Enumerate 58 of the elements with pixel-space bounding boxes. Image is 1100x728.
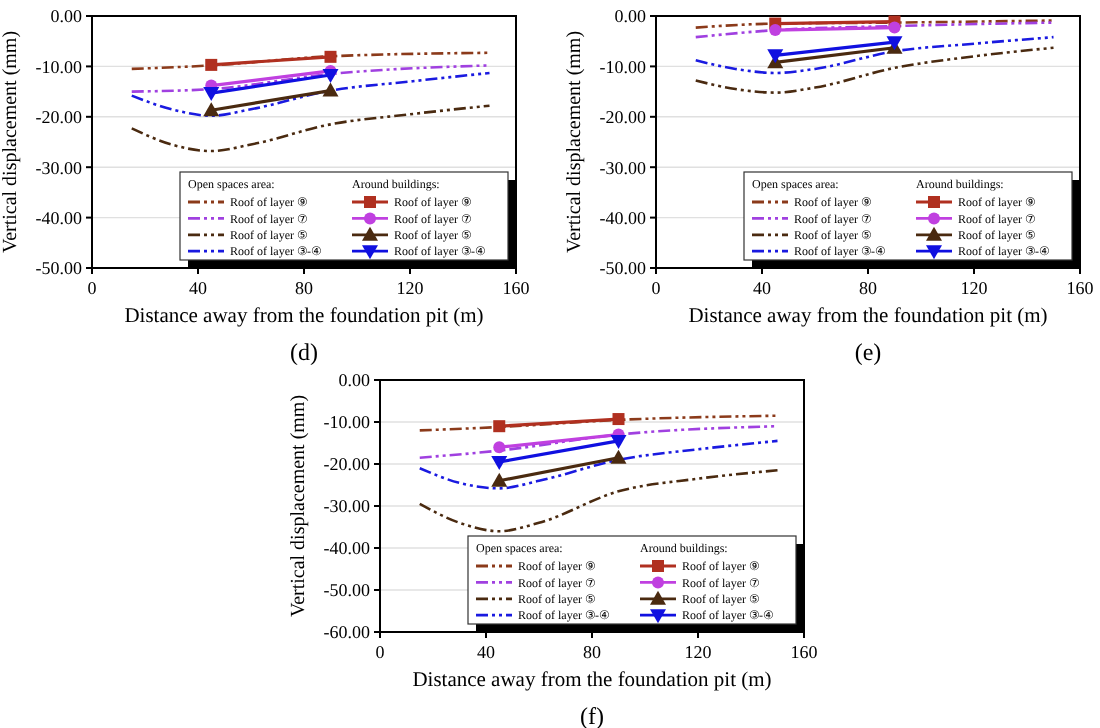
x-tick-label: 160 bbox=[790, 642, 819, 662]
text: (d) bbox=[290, 338, 318, 366]
y-axis-title: Vertical displacement (mm) bbox=[564, 30, 586, 254]
y-tick-label: -50.00 bbox=[599, 258, 647, 279]
point bbox=[888, 21, 901, 34]
line-series bbox=[130, 71, 491, 118]
y-tick-label: -40.00 bbox=[35, 207, 83, 228]
line-series bbox=[130, 51, 491, 71]
point bbox=[493, 420, 506, 433]
x-axis-title: Distance away from the foundation pit (m) bbox=[124, 306, 485, 328]
x-tick-label: 40 bbox=[753, 278, 772, 298]
y-tick-label: -20.00 bbox=[323, 454, 371, 475]
x-tick-label: 80 bbox=[295, 278, 314, 298]
point bbox=[493, 441, 506, 454]
x-axis-title: Distance away from the foundation pit (m) bbox=[412, 670, 773, 692]
y-tick-label: -40.00 bbox=[323, 538, 371, 559]
y-tick-label: -50.00 bbox=[35, 258, 83, 279]
x-tick-label: 0 bbox=[87, 278, 98, 298]
y-tick-label: -30.00 bbox=[35, 157, 83, 178]
y-tick-label: -10.00 bbox=[35, 56, 83, 77]
line-series bbox=[130, 104, 491, 153]
line-series bbox=[694, 35, 1055, 75]
point bbox=[205, 58, 218, 71]
y-tick-label: 0.00 bbox=[614, 6, 647, 27]
x-tick-label: 80 bbox=[859, 278, 878, 298]
line-series bbox=[418, 424, 779, 459]
x-tick-label: 120 bbox=[960, 278, 989, 298]
y-tick-label: -10.00 bbox=[599, 56, 647, 77]
point bbox=[769, 24, 782, 37]
y-tick-label: -40.00 bbox=[599, 207, 647, 228]
point bbox=[324, 50, 337, 63]
text: (e) bbox=[854, 338, 882, 366]
line-series bbox=[418, 469, 779, 533]
line-series bbox=[694, 46, 1055, 94]
x-tick-label: 160 bbox=[502, 278, 531, 298]
x-tick-label: 40 bbox=[477, 642, 496, 662]
y-tick-label: -20.00 bbox=[35, 107, 83, 128]
y-tick-label: -60.00 bbox=[323, 622, 371, 643]
x-tick-label: 0 bbox=[375, 642, 386, 662]
y-tick-label: -50.00 bbox=[323, 580, 371, 601]
x-axis-title: Distance away from the foundation pit (m) bbox=[688, 306, 1049, 328]
y-tick-label: -30.00 bbox=[599, 157, 647, 178]
y-tick-label: -30.00 bbox=[323, 496, 371, 517]
x-tick-label: 0 bbox=[651, 278, 662, 298]
x-tick-label: 120 bbox=[684, 642, 713, 662]
y-tick-label: 0.00 bbox=[50, 6, 83, 27]
x-tick-label: 160 bbox=[1066, 278, 1095, 298]
x-tick-label: 80 bbox=[583, 642, 602, 662]
x-tick-label: 120 bbox=[396, 278, 425, 298]
y-tick-label: -20.00 bbox=[599, 107, 647, 128]
x-tick-label: 40 bbox=[189, 278, 208, 298]
line-series bbox=[418, 439, 779, 490]
y-tick-label: -10.00 bbox=[323, 412, 371, 433]
line-series bbox=[418, 414, 779, 432]
point bbox=[612, 413, 625, 426]
y-axis-title: Vertical displacement (mm) bbox=[0, 30, 22, 254]
y-tick-label: 0.00 bbox=[338, 370, 371, 391]
y-axis-title: Vertical displacement (mm) bbox=[288, 394, 310, 618]
